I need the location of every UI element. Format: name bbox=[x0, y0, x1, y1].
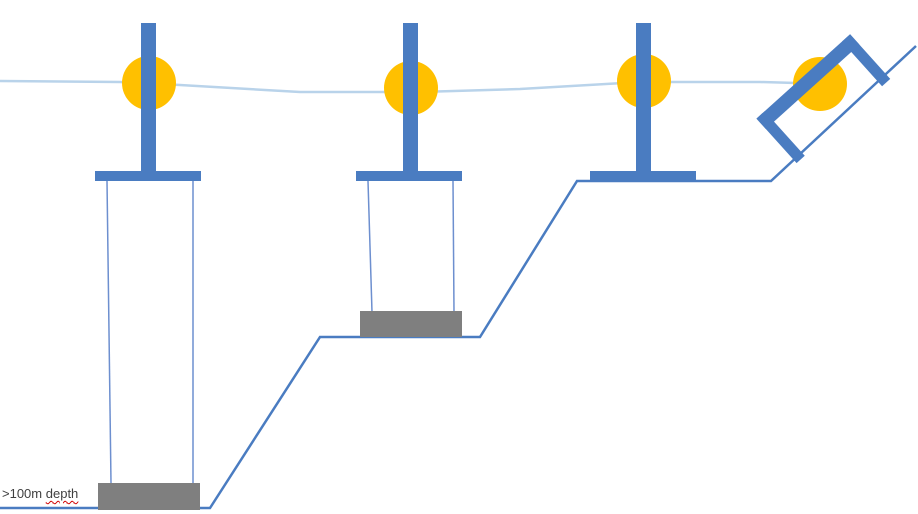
yellow-float-icon bbox=[793, 57, 847, 111]
tilted-support-left bbox=[756, 111, 805, 164]
depth-label: >100m depth bbox=[2, 486, 78, 502]
horizontal-platform bbox=[95, 171, 201, 181]
floating-unit-1 bbox=[95, 23, 201, 510]
tilted-support-right bbox=[841, 34, 891, 87]
vertical-mast bbox=[141, 23, 156, 175]
vertical-mast bbox=[636, 23, 651, 175]
tilted-mast bbox=[756, 34, 860, 129]
vertical-mast bbox=[403, 23, 418, 175]
tilted-unit-4 bbox=[756, 34, 891, 164]
horizontal-platform bbox=[356, 171, 462, 181]
anchor-block-icon bbox=[360, 311, 462, 337]
mooring-line-left bbox=[106, 180, 112, 484]
depth-word: depth bbox=[45, 486, 79, 501]
depth-value: >100m bbox=[2, 486, 43, 501]
seabed-profile-line bbox=[0, 45, 917, 510]
mooring-line-right bbox=[452, 180, 455, 313]
base-platform bbox=[590, 171, 696, 182]
anchor-block-icon bbox=[98, 483, 200, 510]
floating-unit-2 bbox=[356, 23, 462, 337]
mooring-line-left bbox=[367, 180, 373, 313]
grounded-unit-3 bbox=[590, 23, 696, 182]
